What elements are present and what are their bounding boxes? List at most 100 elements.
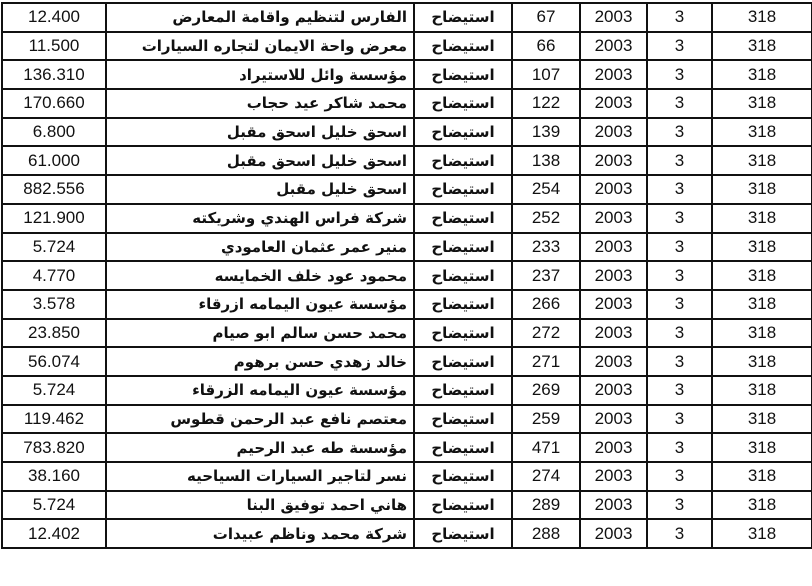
- year-cell: 2003: [579, 461, 648, 492]
- amount-cell: 56.074: [1, 346, 107, 377]
- code-cell: 3: [646, 116, 713, 148]
- type-cell: استيضاح: [413, 518, 513, 550]
- code-cell: 3: [646, 317, 713, 349]
- table-row: 38.160 نسر لتاجير السيارات السياحيه استيضا…: [1, 461, 812, 492]
- code-cell: 3: [646, 403, 713, 435]
- number-cell: 269: [511, 374, 581, 406]
- code-cell: 3: [646, 59, 713, 91]
- table-row: 5.724 منير عمر عثمان العامودي استيضاح 233 20…: [1, 231, 812, 263]
- code-318-cell: 318: [711, 317, 812, 349]
- code-318-cell: 318: [711, 432, 812, 463]
- type-cell: استيضاح: [413, 317, 513, 349]
- number-cell: 122: [511, 88, 581, 119]
- number-cell: 252: [511, 202, 581, 234]
- amount-cell: 12.402: [1, 518, 107, 550]
- type-cell: استيضاح: [413, 346, 513, 377]
- table-row: 783.820 مؤسسة طه عبد الرحيم استيضاح 471 2003…: [1, 432, 812, 463]
- code-318-cell: 318: [711, 231, 812, 263]
- amount-cell: 12.400: [1, 2, 107, 33]
- number-cell: 288: [511, 518, 581, 550]
- code-cell: 3: [646, 88, 713, 119]
- code-318-cell: 318: [711, 374, 812, 406]
- name-cell: محمد شاكر عيد حجاب: [105, 88, 415, 119]
- year-cell: 2003: [579, 403, 648, 435]
- amount-cell: 38.160: [1, 461, 107, 492]
- year-cell: 2003: [579, 489, 648, 521]
- type-cell: استيضاح: [413, 59, 513, 91]
- code-318-cell: 318: [711, 145, 812, 177]
- amount-cell: 61.000: [1, 145, 107, 177]
- type-cell: استيضاح: [413, 202, 513, 234]
- code-318-cell: 318: [711, 116, 812, 148]
- table-row: 23.850 محمد حسن سالم ابو صيام استيضاح 272 20…: [1, 317, 812, 349]
- amount-cell: 5.724: [1, 489, 107, 521]
- amount-cell: 119.462: [1, 403, 107, 435]
- code-cell: 3: [646, 202, 713, 234]
- type-cell: استيضاح: [413, 374, 513, 406]
- name-cell: منير عمر عثمان العامودي: [105, 231, 415, 263]
- amount-cell: 3.578: [1, 288, 107, 320]
- type-cell: استيضاح: [413, 174, 513, 205]
- number-cell: 289: [511, 489, 581, 521]
- code-318-cell: 318: [711, 2, 812, 33]
- type-cell: استيضاح: [413, 260, 513, 291]
- amount-cell: 121.900: [1, 202, 107, 234]
- year-cell: 2003: [579, 317, 648, 349]
- year-cell: 2003: [579, 260, 648, 291]
- code-318-cell: 318: [711, 30, 812, 62]
- table-row: 170.660 محمد شاكر عيد حجاب استيضاح 122 2003 3…: [1, 88, 812, 119]
- code-cell: 3: [646, 231, 713, 263]
- table-row: 12.402 شركة محمد وناظم عبيدات استيضاح 288 20…: [1, 518, 812, 550]
- code-cell: 3: [646, 461, 713, 492]
- amount-cell: 6.800: [1, 116, 107, 148]
- table-row: 4.770 محمود عود خلف الخمايسه استيضاح 237 200…: [1, 260, 812, 291]
- year-cell: 2003: [579, 30, 648, 62]
- name-cell: معرض واحة الايمان لتجاره السيارات: [105, 30, 415, 62]
- amount-cell: 4.770: [1, 260, 107, 291]
- records-table: 12.400 الفارس لتنظيم واقامة المعارض استيضا…: [1, 2, 812, 550]
- number-cell: 139: [511, 116, 581, 148]
- code-318-cell: 318: [711, 461, 812, 492]
- code-318-cell: 318: [711, 174, 812, 205]
- code-cell: 3: [646, 432, 713, 463]
- amount-cell: 5.724: [1, 231, 107, 263]
- type-cell: استيضاح: [413, 116, 513, 148]
- name-cell: نسر لتاجير السيارات السياحيه: [105, 461, 415, 492]
- year-cell: 2003: [579, 518, 648, 550]
- code-cell: 3: [646, 346, 713, 377]
- year-cell: 2003: [579, 202, 648, 234]
- name-cell: محمد حسن سالم ابو صيام: [105, 317, 415, 349]
- year-cell: 2003: [579, 174, 648, 205]
- table-row: 11.500 معرض واحة الايمان لتجاره السيارات ا…: [1, 30, 812, 62]
- amount-cell: 23.850: [1, 317, 107, 349]
- code-318-cell: 318: [711, 59, 812, 91]
- name-cell: هاني احمد توفيق البنا: [105, 489, 415, 521]
- year-cell: 2003: [579, 432, 648, 463]
- code-318-cell: 318: [711, 202, 812, 234]
- name-cell: الفارس لتنظيم واقامة المعارض: [105, 2, 415, 33]
- year-cell: 2003: [579, 374, 648, 406]
- code-cell: 3: [646, 145, 713, 177]
- table-row: 882.556 اسحق خليل مقبل استيضاح 254 2003 3 318: [1, 174, 812, 205]
- number-cell: 66: [511, 30, 581, 62]
- type-cell: استيضاح: [413, 88, 513, 119]
- name-cell: شركة فراس الهندي وشريكته: [105, 202, 415, 234]
- code-318-cell: 318: [711, 88, 812, 119]
- name-cell: معتصم نافع عبد الرحمن قطوس: [105, 403, 415, 435]
- amount-cell: 882.556: [1, 174, 107, 205]
- year-cell: 2003: [579, 288, 648, 320]
- type-cell: استيضاح: [413, 288, 513, 320]
- number-cell: 271: [511, 346, 581, 377]
- year-cell: 2003: [579, 2, 648, 33]
- amount-cell: 11.500: [1, 30, 107, 62]
- code-318-cell: 318: [711, 403, 812, 435]
- name-cell: مؤسسة عيون اليمامه ازرقاء: [105, 288, 415, 320]
- number-cell: 471: [511, 432, 581, 463]
- code-318-cell: 318: [711, 260, 812, 291]
- name-cell: مؤسسة طه عبد الرحيم: [105, 432, 415, 463]
- code-318-cell: 318: [711, 346, 812, 377]
- name-cell: اسحق خليل اسحق مقبل: [105, 116, 415, 148]
- type-cell: استيضاح: [413, 403, 513, 435]
- number-cell: 138: [511, 145, 581, 177]
- code-cell: 3: [646, 174, 713, 205]
